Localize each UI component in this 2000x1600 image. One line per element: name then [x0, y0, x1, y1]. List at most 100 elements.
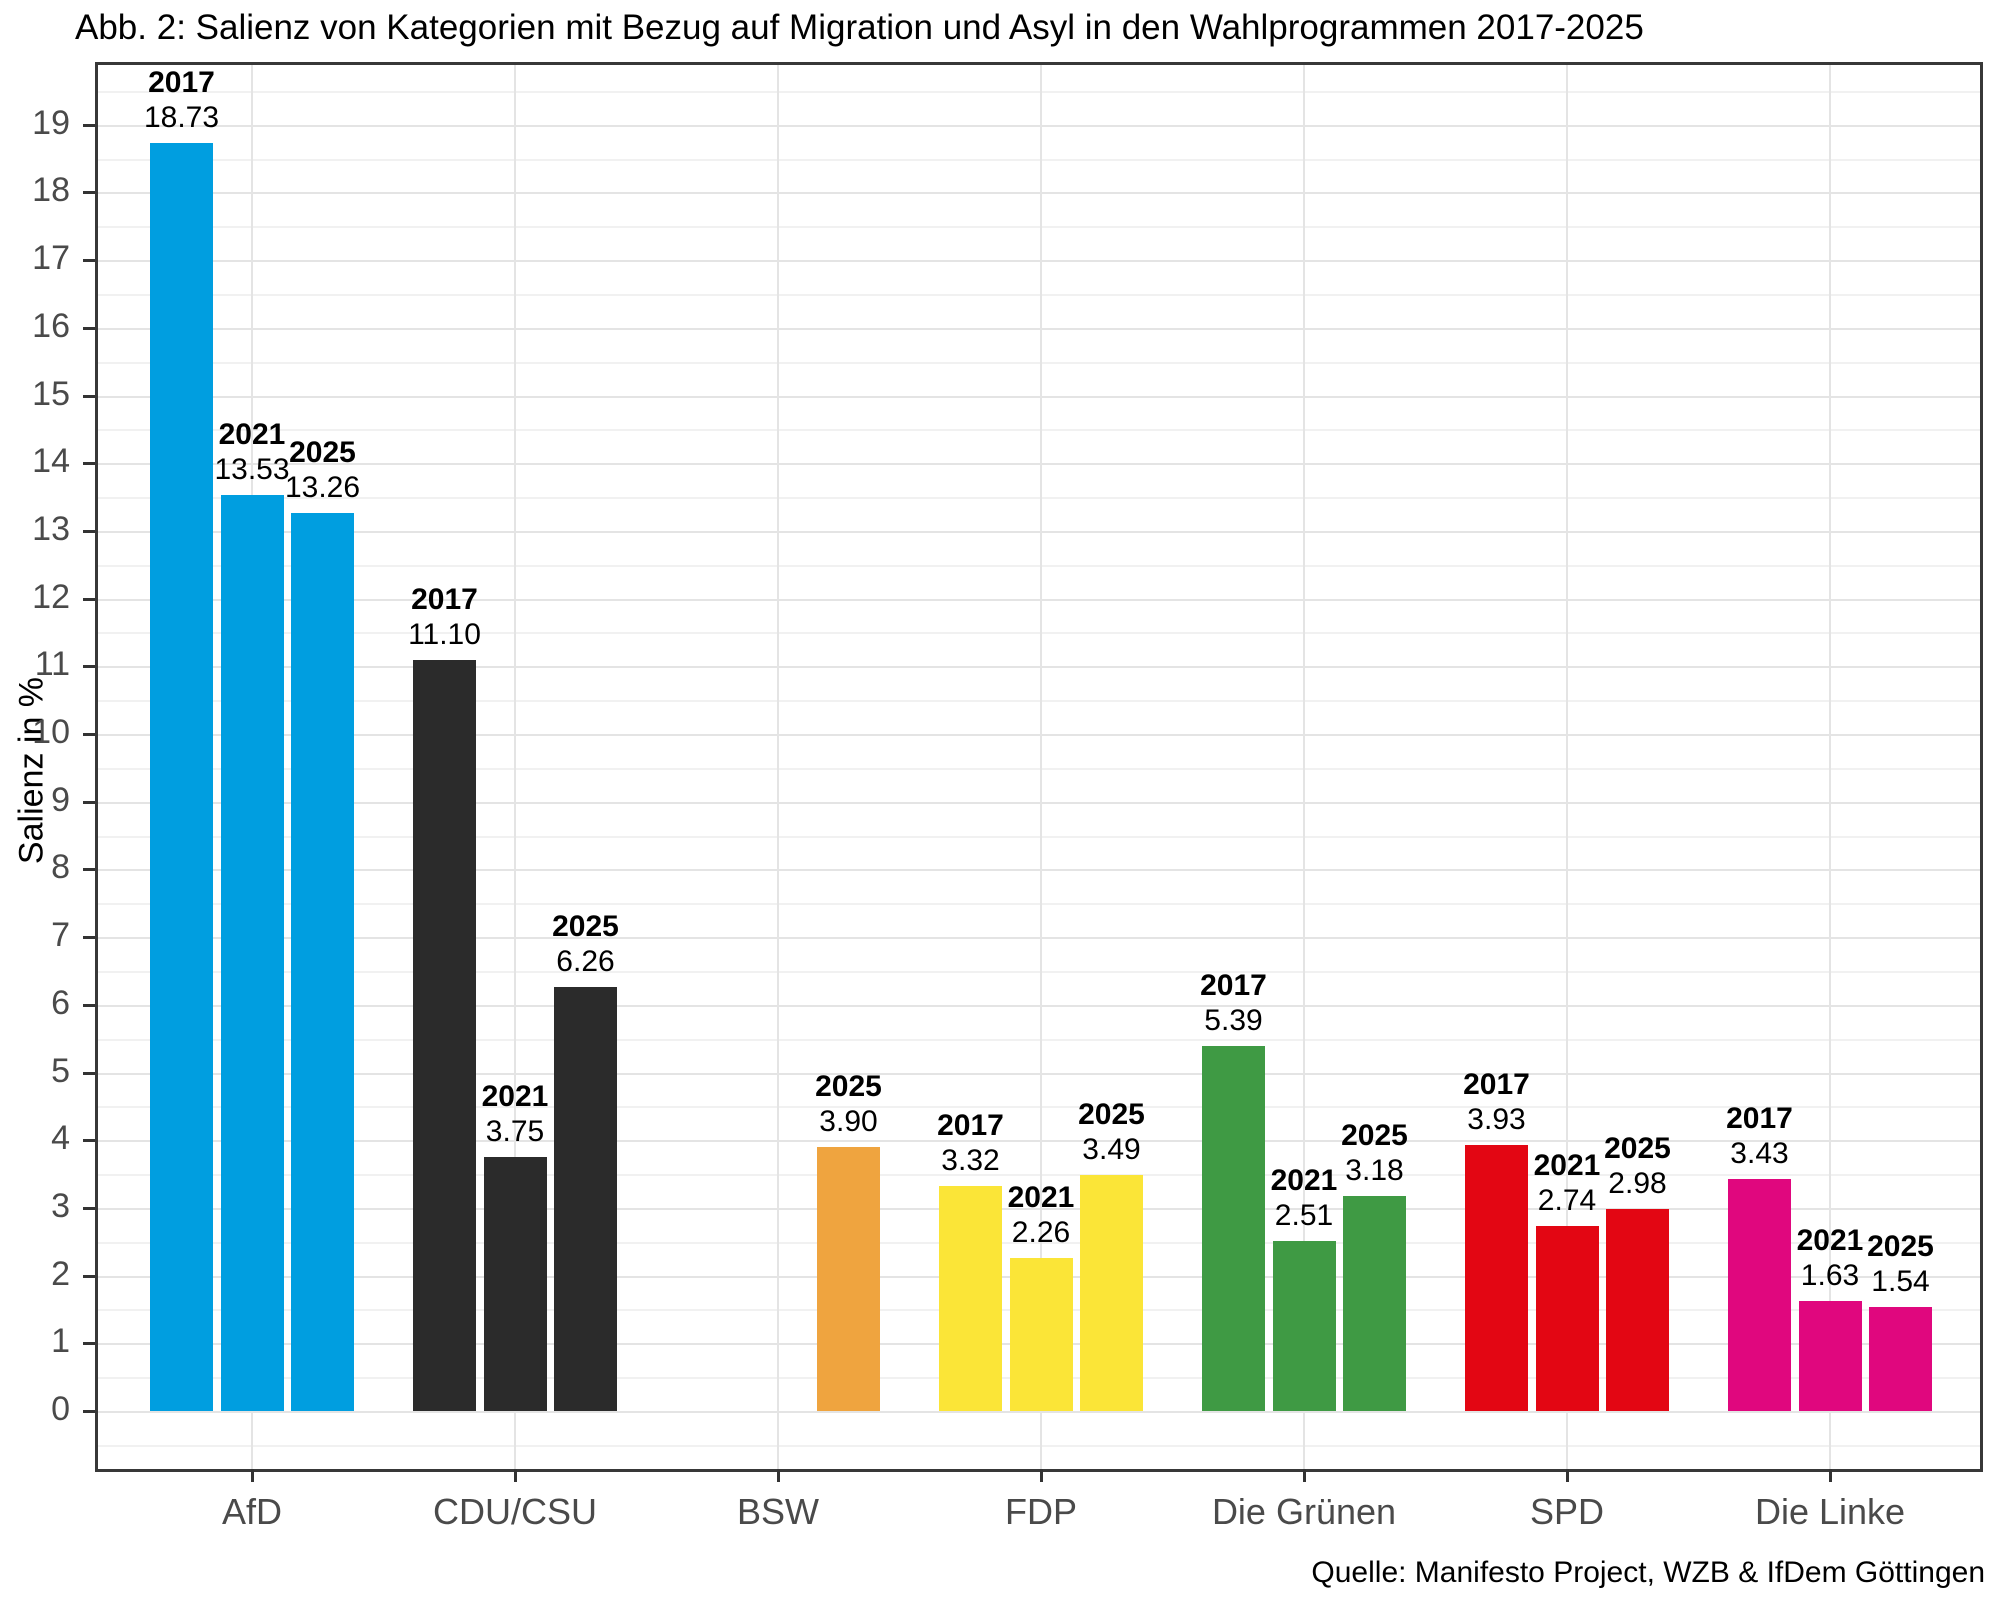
- bar-die-linke-2025: [1869, 1306, 1932, 1411]
- y-axis-tick-label: 11: [34, 645, 70, 684]
- bar-year-label: 2025: [1604, 1132, 1671, 1166]
- gridline-minor: [98, 564, 1980, 567]
- gridline-major: [98, 937, 1980, 940]
- bar-value-text: 3.90: [819, 1104, 878, 1138]
- bar-spd-2025: [1606, 1209, 1669, 1411]
- bar-value-label: 2021 2.26: [961, 1180, 1121, 1250]
- bar-die-linke-2017: [1728, 1178, 1791, 1411]
- y-axis-tick-label: 17: [32, 239, 70, 278]
- bar-value-text: 13.26: [284, 471, 361, 505]
- bar-spd-2021: [1535, 1225, 1599, 1411]
- gridline-major: [98, 192, 1980, 195]
- y-axis-tick-label: 1: [51, 1322, 70, 1361]
- gridline-minor: [98, 903, 1980, 906]
- y-axis-tick: [83, 326, 95, 330]
- y-axis-tick: [83, 597, 95, 601]
- y-axis-tick: [83, 259, 95, 263]
- gridline-minor: [98, 632, 1980, 635]
- bar-year-label: 2017: [411, 582, 478, 616]
- bar-year-label: 2017: [1200, 969, 1267, 1003]
- gridline-major: [98, 734, 1980, 736]
- gridline-major: [98, 463, 1980, 466]
- bar-fdp-2021: [1009, 1257, 1073, 1411]
- bar-afd-2025: [291, 513, 354, 1411]
- bar-cdu-csu-2017: [413, 659, 476, 1411]
- gridline-vertical: [1829, 65, 1831, 1469]
- bar-year-label: 2021: [481, 1080, 549, 1114]
- bar-bsw-2025: [817, 1146, 880, 1411]
- y-axis-tick: [83, 733, 95, 736]
- gridline-major: [98, 801, 1980, 804]
- bar-value-label: 2025 3.49: [1032, 1097, 1192, 1167]
- bar-value-text: 3.49: [1082, 1132, 1141, 1166]
- y-axis-tick: [83, 1071, 95, 1075]
- y-axis-tick: [83, 1139, 95, 1143]
- gridline-minor: [98, 1444, 1980, 1447]
- bar-spd-2017: [1465, 1144, 1528, 1411]
- y-axis-tick-label: 0: [51, 1390, 70, 1428]
- gridline-minor: [98, 429, 1980, 432]
- gridline-major: [98, 598, 1980, 601]
- gridline-vertical: [514, 65, 516, 1469]
- y-axis-tick-label: 5: [51, 1051, 70, 1090]
- bar-year-label: 2021: [1533, 1148, 1601, 1182]
- x-axis-tick: [1039, 1469, 1043, 1482]
- bar-value-label: 2017 18.73: [102, 65, 262, 135]
- bar-afd-2021: [220, 495, 284, 1411]
- x-axis-tick: [513, 1469, 517, 1482]
- gridline-minor: [98, 90, 1980, 93]
- bar-value-text: 11.10: [408, 617, 481, 651]
- x-axis-tick: [776, 1469, 780, 1482]
- bar-value-label: 2021 3.75: [435, 1079, 595, 1149]
- bar-cdu-csu-2021: [483, 1157, 547, 1411]
- bar-afd-2017: [150, 142, 213, 1411]
- bar-year-label: 2025: [289, 436, 356, 470]
- gridline-major: [98, 1207, 1980, 1210]
- bar-value-text: 3.75: [485, 1115, 545, 1149]
- bar-value-label: 2017 11.10: [365, 582, 525, 652]
- y-axis-tick: [83, 1206, 95, 1210]
- y-axis-tick: [83, 462, 95, 466]
- gridline-major: [98, 869, 1980, 872]
- bar-fdp-2017: [939, 1186, 1002, 1411]
- y-axis-tick: [83, 191, 95, 195]
- bar-die-linke-2021: [1798, 1300, 1862, 1411]
- gridline-vertical: [1303, 65, 1305, 1469]
- bar-year-label: 2017: [148, 65, 215, 99]
- x-axis-tick-label: Die Linke: [1754, 1491, 1906, 1532]
- bar-value-text: 3.32: [941, 1144, 1000, 1178]
- gridline-vertical: [1040, 65, 1042, 1469]
- gridline-major: [98, 1072, 1980, 1075]
- y-axis-tick-label: 13: [32, 509, 70, 548]
- bar-value-label: 2017 5.39: [1154, 968, 1314, 1038]
- chart-title: Abb. 2: Salienz von Kategorien mit Bezug…: [75, 8, 1644, 47]
- y-axis-tick-label: 6: [51, 983, 70, 1022]
- bar-year-label: 2017: [1726, 1101, 1793, 1135]
- y-axis-tick-label: 16: [32, 306, 70, 345]
- bar-value-label: 2021 2.74: [1487, 1148, 1647, 1218]
- bar-value-label: 2025 3.90: [769, 1069, 929, 1139]
- gridline-major: [98, 1004, 1980, 1007]
- bar-cdu-csu-2025: [554, 987, 617, 1411]
- y-axis-tick-label: 9: [51, 780, 70, 819]
- gridline-minor: [98, 835, 1980, 838]
- y-axis-tick: [83, 529, 95, 533]
- bar-die-gr-nen-2025: [1343, 1195, 1406, 1411]
- bar-die-gr-nen-2021: [1272, 1241, 1336, 1411]
- bar-value-text: 3.18: [1345, 1153, 1404, 1187]
- y-axis-tick-label: 18: [32, 171, 70, 210]
- y-axis-tick: [83, 123, 95, 127]
- x-axis-tick: [1828, 1469, 1832, 1482]
- gridline-minor: [98, 361, 1980, 364]
- y-axis-tick-label: 4: [51, 1119, 70, 1158]
- x-axis-tick-label: BSW: [736, 1491, 819, 1532]
- y-axis-tick: [83, 936, 95, 940]
- y-axis-tick: [83, 1003, 95, 1007]
- y-axis-tick: [83, 665, 95, 669]
- gridline-minor: [98, 497, 1980, 500]
- bar-fdp-2025: [1080, 1174, 1143, 1411]
- gridline-minor: [98, 1038, 1980, 1041]
- x-axis-tick: [1565, 1469, 1569, 1482]
- bar-value-text: 3.93: [1467, 1102, 1526, 1136]
- gridline-minor: [98, 1241, 1980, 1244]
